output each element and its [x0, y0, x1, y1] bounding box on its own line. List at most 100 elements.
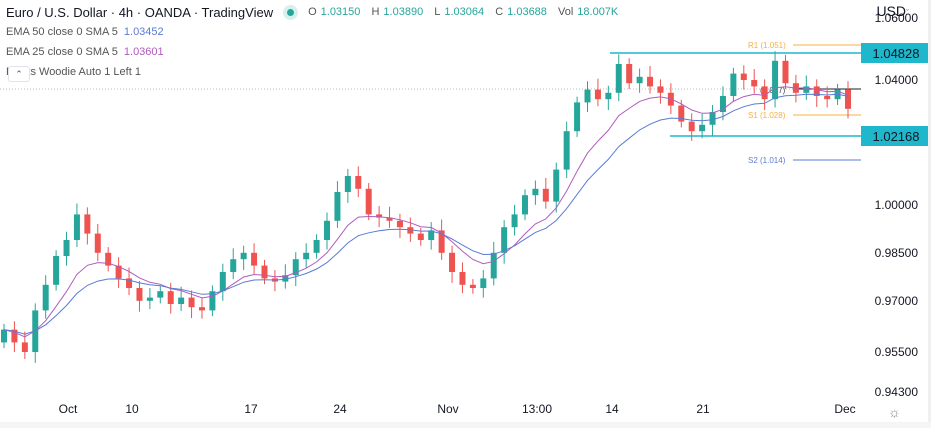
candle-body — [824, 96, 831, 100]
candle-body — [11, 329, 18, 343]
price-tick: 0.98500 — [875, 246, 919, 260]
candle-body — [740, 73, 747, 80]
candle-body — [334, 192, 341, 221]
candle-body — [188, 297, 195, 308]
open-value: 1.03150 — [320, 6, 361, 18]
candle-body — [553, 169, 560, 202]
price-tick: 1.04000 — [875, 73, 919, 87]
candle-body — [209, 291, 216, 311]
gear-icon[interactable]: ☼ — [888, 404, 901, 420]
candle-body — [157, 291, 164, 298]
time-tick: 10 — [125, 402, 139, 416]
candle-body — [574, 102, 581, 132]
pivot-label: S2 (1.014) — [748, 156, 786, 165]
candle-body — [376, 214, 383, 218]
candle-body — [324, 220, 331, 240]
candle-body — [782, 60, 789, 84]
candle-body — [563, 131, 570, 170]
candle-body — [115, 265, 122, 279]
candle-body — [303, 252, 310, 260]
candle-body — [626, 64, 633, 84]
candle-body — [521, 195, 528, 215]
candle-body — [480, 278, 487, 288]
candle-body — [386, 217, 393, 221]
candle-body — [365, 188, 372, 215]
candle-body — [615, 64, 622, 93]
volume-value: 18.007K — [577, 6, 619, 18]
indicator-ema50[interactable]: EMA 50 close 0 SMA 5 1.03452 — [6, 26, 164, 38]
candle-body — [688, 121, 695, 132]
candle-body — [647, 76, 654, 87]
candle-body — [469, 284, 476, 288]
candle-body — [21, 342, 28, 352]
currency-selector[interactable]: USDˇ — [876, 3, 909, 19]
price-tag-upper: 1.04828 — [861, 43, 931, 63]
candle-body — [709, 112, 716, 125]
candle-body — [105, 252, 112, 266]
candle-body — [261, 265, 268, 279]
candle-body — [407, 227, 414, 234]
price-tick: 0.97000 — [875, 294, 919, 308]
candle-body — [73, 214, 80, 240]
candle-body — [251, 252, 258, 266]
candle-body — [459, 272, 466, 285]
candle-body — [719, 96, 726, 112]
ema25-line — [3, 86, 849, 338]
candle-body — [355, 176, 362, 189]
time-tick: Nov — [437, 402, 458, 416]
time-tick: Dec — [834, 402, 855, 416]
candle-body — [219, 272, 226, 292]
symbol-header: Euro / U.S. Dollar · 4h · OANDA · Tradin… — [6, 2, 626, 22]
candle-body — [240, 252, 247, 260]
candle-body — [490, 252, 497, 279]
candle-body — [584, 89, 591, 103]
candle-body — [542, 188, 549, 202]
ema50-value: 1.03452 — [123, 26, 164, 38]
candle-body — [417, 233, 424, 240]
price-tag-lower: 1.02168 — [861, 126, 931, 146]
chart-legend: Euro / U.S. Dollar · 4h · OANDA · Tradin… — [6, 2, 626, 82]
time-tick: 24 — [333, 402, 347, 416]
candle-body — [699, 124, 706, 132]
candle-body — [532, 188, 539, 196]
low-value: 1.03064 — [444, 6, 485, 18]
candle-body — [344, 176, 351, 192]
candle-body — [84, 214, 91, 234]
ema25-value: 1.03601 — [123, 46, 164, 58]
candle-body — [845, 89, 851, 109]
time-tick: Oct — [59, 402, 78, 416]
ohlc-values: O 1.03150 H 1.03890 L 1.03064 C 1.03688 Vol 1… — [308, 6, 619, 18]
candle-body — [636, 76, 643, 84]
collapse-legend-button[interactable]: ⌃ — [8, 66, 30, 82]
candle-body — [292, 259, 299, 276]
candle-body — [167, 291, 174, 304]
candle-body — [146, 297, 153, 301]
candle-body — [42, 284, 49, 311]
indicator-pivots[interactable]: Pivots Woodie Auto 1 Left 1 — [6, 66, 141, 78]
candle-body — [438, 230, 445, 253]
price-tick: 1.06000 — [875, 11, 919, 25]
candle-body — [730, 73, 737, 96]
chevron-down-icon: ˇ — [906, 8, 909, 18]
price-tick: 0.95500 — [875, 345, 919, 359]
time-tick: 13:00 — [522, 402, 552, 416]
candle-body — [501, 227, 508, 253]
candle-body — [230, 259, 237, 272]
candle-body — [751, 80, 758, 87]
candle-body — [772, 60, 779, 100]
candle-body — [178, 297, 185, 304]
candle-body — [813, 86, 820, 96]
candle-body — [678, 105, 685, 122]
time-tick: 17 — [244, 402, 258, 416]
symbol-title[interactable]: Euro / U.S. Dollar · 4h · OANDA · Tradin… — [6, 4, 274, 20]
indicator-ema25[interactable]: EMA 25 close 0 SMA 5 1.03601 — [6, 46, 164, 58]
candle-body — [53, 256, 60, 285]
candle-body — [594, 89, 601, 100]
market-status-dot-icon — [287, 8, 295, 16]
candle-body — [198, 307, 205, 311]
chevron-up-icon: ⌃ — [15, 68, 23, 79]
candle-body — [396, 220, 403, 228]
candle-body — [605, 92, 612, 100]
price-tick: 0.94300 — [875, 385, 919, 399]
